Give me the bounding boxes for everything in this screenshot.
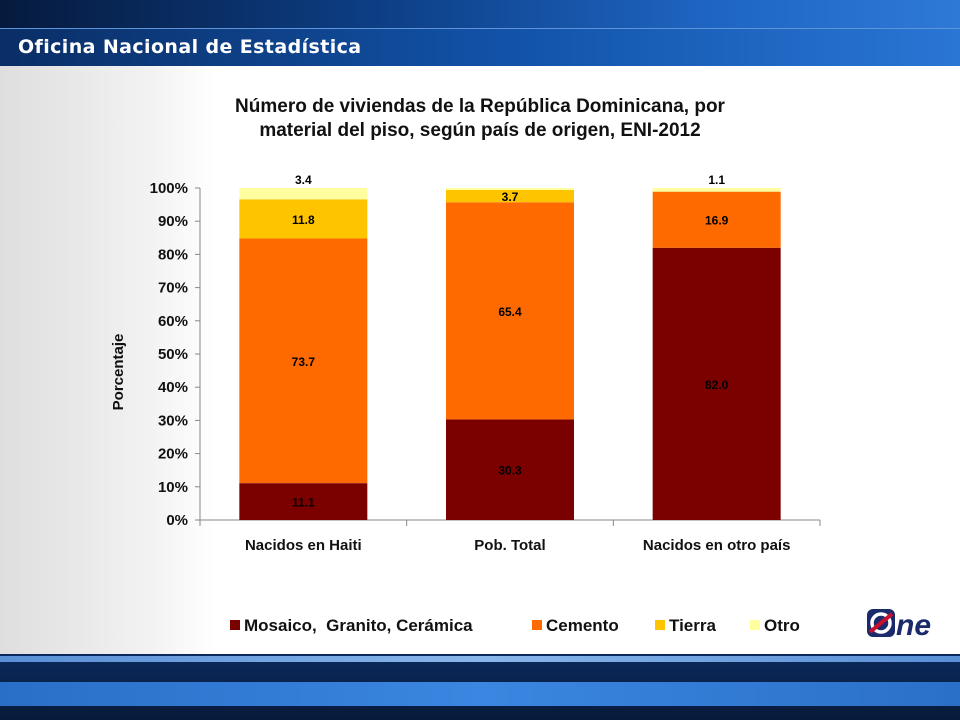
- logo-text: ne: [896, 609, 931, 640]
- footer-bar: [0, 682, 960, 706]
- header-bar: [0, 28, 960, 67]
- chart-title-line-1: Número de viviendas de la República Domi…: [235, 96, 726, 117]
- chart-title-line-2: material del piso, según país de origen,…: [259, 120, 700, 141]
- plot-area: 0% 10% 20% 30% 40% 50% 60% 70% 80% 90% 100% Nacidos…: [150, 173, 821, 554]
- x-tick-label: Pob. Total: [474, 537, 545, 554]
- legend-swatch: [750, 620, 760, 630]
- bar-segment: [239, 238, 368, 484]
- bar-segment: [652, 188, 781, 192]
- data-label: 65.4: [498, 305, 522, 319]
- bar-segment: [239, 483, 368, 520]
- legend: Mosaico, Granito, Cerámica Cemento Tierra O…: [230, 616, 800, 635]
- y-tick-label: 70%: [158, 280, 188, 297]
- bar-segment: [239, 188, 368, 200]
- y-tick-label: 10%: [158, 479, 188, 496]
- data-label: 11.1: [292, 496, 315, 510]
- legend-label: Cemento: [546, 616, 619, 635]
- y-axis-label: Porcentaje: [110, 334, 127, 411]
- data-label: 1.1: [708, 173, 725, 187]
- data-label: 73.7: [292, 355, 316, 369]
- bar-segment: [652, 191, 781, 248]
- data-label: 30.3: [498, 464, 522, 478]
- data-label: 3.7: [502, 190, 519, 204]
- slide-content: [0, 66, 960, 654]
- legend-swatch: [532, 620, 542, 630]
- y-tick-label: 50%: [158, 346, 188, 363]
- data-label: 11.8: [292, 213, 315, 227]
- organization-title: Oficina Nacional de Estadística: [18, 36, 362, 58]
- background-photo: [0, 66, 215, 654]
- legend-label: Otro: [764, 616, 800, 635]
- legend-swatch: [655, 620, 665, 630]
- y-tick-label: 90%: [158, 213, 188, 230]
- data-label: 3.4: [295, 173, 312, 187]
- x-tick-label: Nacidos en Haiti: [245, 537, 362, 554]
- legend-label: Tierra: [669, 616, 716, 635]
- legend-label: Mosaico, Granito, Cerámica: [244, 616, 473, 635]
- y-tick-label: 60%: [158, 313, 188, 330]
- y-tick-label: 20%: [158, 446, 188, 463]
- bar-segment: [446, 202, 574, 420]
- footer-highlight: [0, 656, 960, 662]
- one-logo-icon: ne: [866, 606, 940, 642]
- legend-swatch: [230, 620, 240, 630]
- x-tick-label: Nacidos en otro país: [643, 537, 791, 554]
- bar-segment: [446, 189, 574, 203]
- bar-segment: [446, 188, 574, 190]
- y-tick-label: 30%: [158, 412, 188, 429]
- data-label: 16.9: [705, 214, 729, 228]
- bar-segment: [652, 247, 781, 520]
- data-label: 82.0: [705, 378, 729, 392]
- y-tick-label: 100%: [150, 180, 188, 197]
- y-tick-label: 80%: [158, 246, 188, 263]
- y-tick-label: 40%: [158, 379, 188, 396]
- y-tick-label: 0%: [166, 512, 188, 529]
- bar-segment: [446, 419, 574, 520]
- bar-segment: [239, 199, 368, 239]
